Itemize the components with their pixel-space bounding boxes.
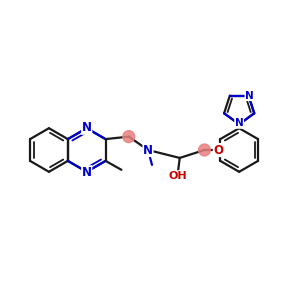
Text: OH: OH <box>168 171 187 181</box>
Text: O: O <box>213 143 224 157</box>
Text: N: N <box>143 143 153 157</box>
Text: N: N <box>235 118 244 128</box>
Text: N: N <box>82 166 92 179</box>
Circle shape <box>199 144 210 156</box>
Text: N: N <box>245 91 254 100</box>
Circle shape <box>123 131 135 142</box>
Text: N: N <box>82 121 92 134</box>
